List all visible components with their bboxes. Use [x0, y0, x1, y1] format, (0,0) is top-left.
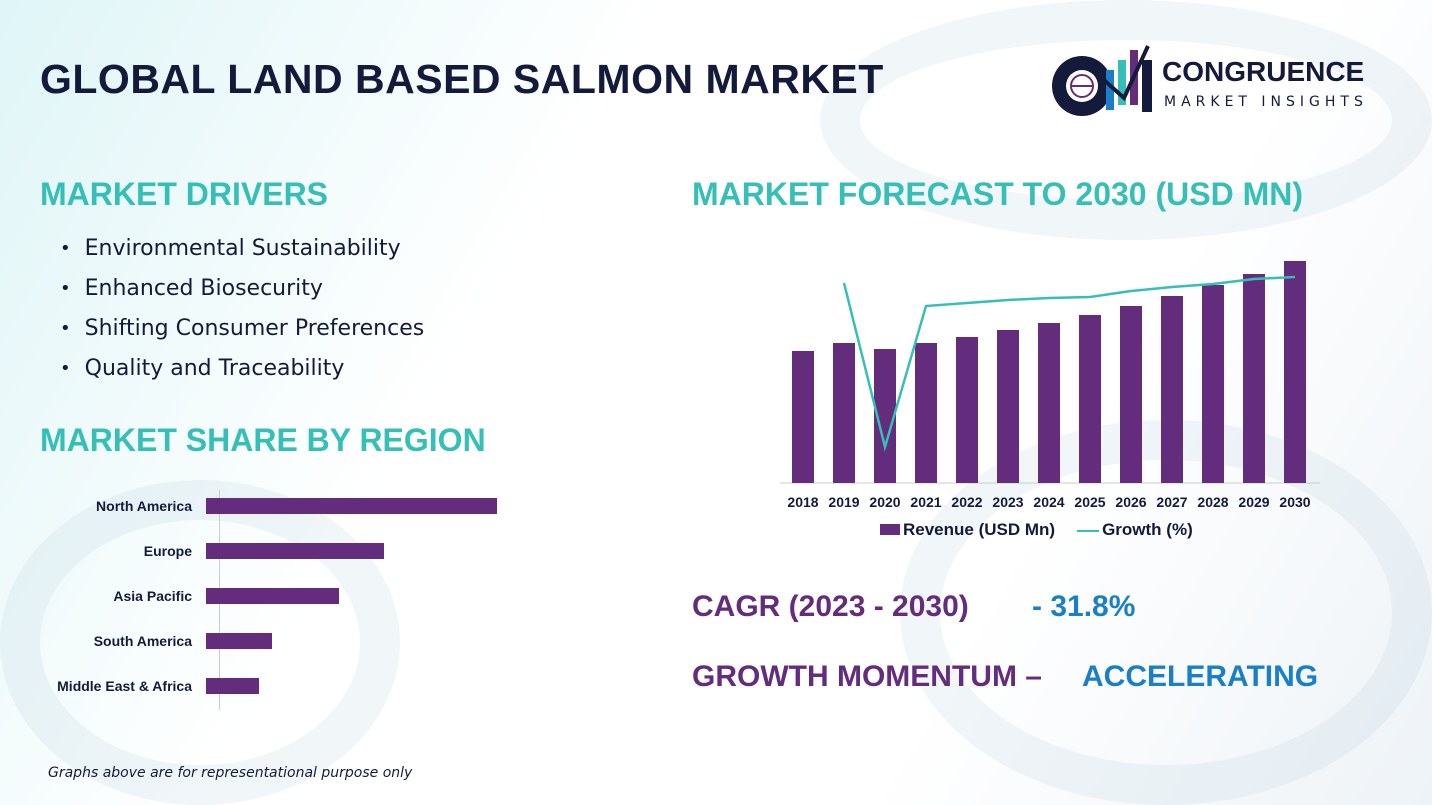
- region-row: Europe: [40, 541, 384, 561]
- region-bar: [206, 588, 339, 604]
- region-row: Asia Pacific: [40, 586, 339, 606]
- x-tick-label: 2021: [910, 494, 941, 510]
- footnote: Graphs above are for representational pu…: [48, 765, 413, 781]
- region-label: North America: [96, 498, 192, 514]
- page-title: GLOBAL LAND BASED SALMON MARKET: [40, 56, 884, 102]
- logo: CONGRUENCE MARKET INSIGHTS: [1046, 40, 1396, 120]
- region-row: Middle East & Africa: [40, 676, 259, 696]
- legend-swatch: [880, 524, 900, 535]
- logo-tagline: MARKET INSIGHTS: [1164, 94, 1368, 110]
- momentum-value: ACCELERATING: [1082, 660, 1319, 693]
- revenue-bar: [1079, 315, 1101, 483]
- revenue-bar: [792, 351, 814, 483]
- revenue-bar: [997, 330, 1019, 483]
- region-label: Asia Pacific: [113, 588, 192, 604]
- x-tick-label: 2027: [1156, 494, 1187, 510]
- region-row: North America: [40, 496, 497, 516]
- region-label: Middle East & Africa: [57, 678, 192, 694]
- revenue-bar: [1120, 306, 1142, 483]
- legend-line: [1077, 529, 1100, 532]
- revenue-bar: [956, 337, 978, 483]
- region-label: South America: [93, 633, 192, 649]
- x-tick-label: 2029: [1238, 494, 1269, 510]
- x-tick-label: 2025: [1074, 494, 1105, 510]
- growth-line: [842, 275, 1296, 452]
- region-bar: [206, 678, 259, 694]
- revenue-bar: [1038, 323, 1060, 483]
- revenue-bar: [915, 343, 937, 483]
- region-bar: [206, 498, 497, 514]
- revenue-bar: [1284, 261, 1306, 483]
- driver-item: Environmental Sustainability: [60, 228, 424, 268]
- driver-item: Enhanced Biosecurity: [60, 268, 424, 308]
- forecast-chart: 2018 2019 2020 2021 2022 2023 2024 2025 2026 2027…: [780, 261, 1320, 510]
- legend-growth-label: Growth (%): [1102, 520, 1193, 539]
- legend-revenue: Revenue (USD Mn): [880, 520, 1055, 540]
- drivers-list: Environmental Sustainability Enhanced Bi…: [60, 228, 425, 388]
- legend-growth: Growth (%): [1077, 520, 1193, 540]
- region-row: South America: [40, 631, 272, 651]
- drivers-heading: MARKET DRIVERS: [40, 176, 329, 212]
- x-tick-label: 2019: [828, 494, 859, 510]
- region-chart: North America Europe Asia Pacific South Ame…: [40, 490, 540, 710]
- x-tick-label: 2022: [951, 494, 982, 510]
- region-heading: MARKET SHARE BY REGION: [40, 422, 486, 458]
- driver-item: Quality and Traceability: [60, 348, 424, 388]
- cagr-label: CAGR (2023 - 2030): [692, 590, 969, 623]
- forecast-legend: Revenue (USD Mn) Growth (%): [880, 520, 1193, 540]
- legend-revenue-label: Revenue (USD Mn): [903, 520, 1056, 539]
- revenue-bar: [1202, 285, 1224, 483]
- logo-mark-icon: [1052, 45, 1152, 116]
- driver-item: Shifting Consumer Preferences: [60, 308, 425, 348]
- revenue-bar: [1243, 274, 1265, 483]
- momentum-label: GROWTH MOMENTUM –: [692, 660, 1042, 693]
- cagr-value: - 31.8%: [1032, 590, 1136, 623]
- x-tick-label: 2023: [992, 494, 1023, 510]
- region-bar: [206, 633, 272, 649]
- revenue-bar: [1161, 296, 1183, 483]
- region-bar: [206, 543, 384, 559]
- x-tick-label: 2018: [787, 494, 818, 510]
- forecast-heading: MARKET FORECAST TO 2030 (USD MN): [692, 176, 1304, 212]
- region-label: Europe: [143, 543, 192, 559]
- x-tick-label: 2030: [1279, 494, 1310, 510]
- revenue-bar: [833, 343, 855, 483]
- revenue-bar: [874, 349, 896, 483]
- x-tick-label: 2026: [1115, 494, 1146, 510]
- logo-name: CONGRUENCE: [1162, 56, 1365, 87]
- x-tick-label: 2024: [1033, 494, 1064, 510]
- x-tick-label: 2028: [1197, 494, 1228, 510]
- x-tick-label: 2020: [869, 494, 900, 510]
